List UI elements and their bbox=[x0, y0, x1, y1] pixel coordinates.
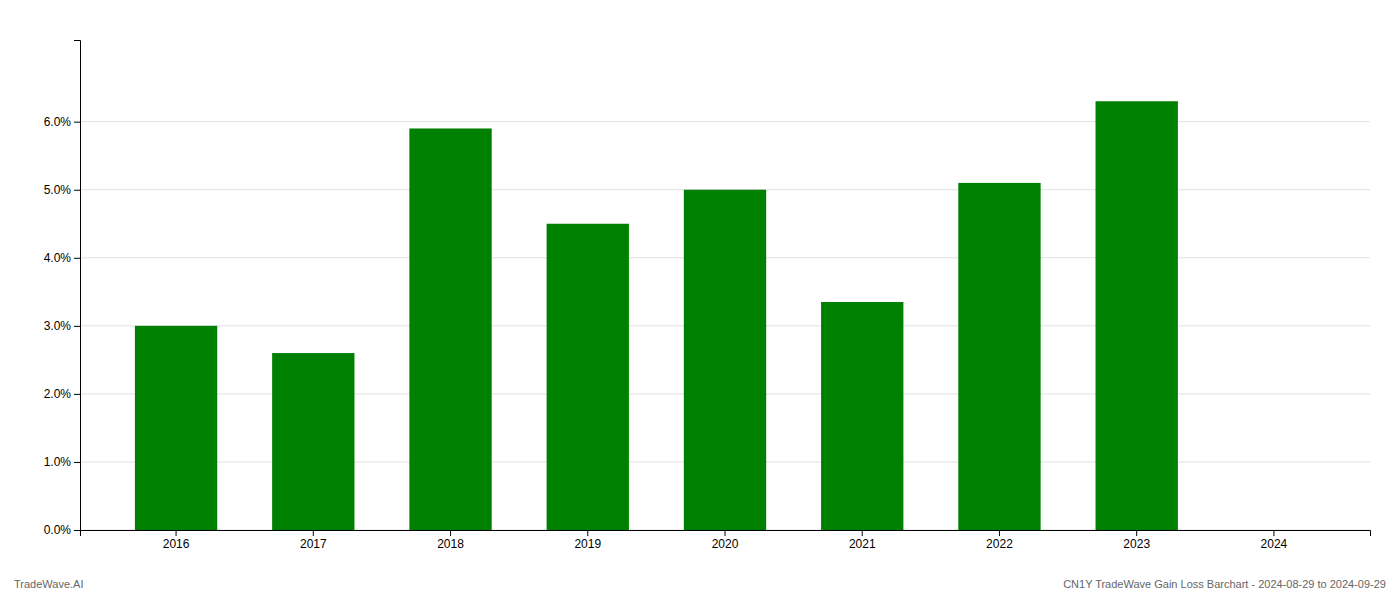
footer: TradeWave.AI CN1Y TradeWave Gain Loss Bar… bbox=[14, 578, 1386, 590]
y-tick-mark bbox=[74, 190, 80, 191]
bar bbox=[409, 128, 491, 530]
y-tick: 1.0% bbox=[44, 455, 80, 469]
bar bbox=[272, 353, 354, 530]
bar bbox=[958, 183, 1040, 530]
bar bbox=[1233, 530, 1315, 531]
x-tick-label: 2017 bbox=[300, 537, 327, 551]
x-tick-mark bbox=[1273, 530, 1274, 536]
bar bbox=[135, 326, 217, 530]
y-tick-mark bbox=[74, 394, 80, 395]
y-tick: 4.0% bbox=[44, 251, 80, 265]
y-tick-mark bbox=[74, 462, 80, 463]
x-tick: 2019 bbox=[574, 530, 601, 551]
y-tick-mark bbox=[74, 258, 80, 259]
bar bbox=[684, 190, 766, 530]
x-tick-label: 2024 bbox=[1261, 537, 1288, 551]
x-tick-mark bbox=[1136, 530, 1137, 536]
footer-text: CN1Y TradeWave Gain Loss Barchart - 2024… bbox=[1063, 578, 1386, 590]
x-tick: 2017 bbox=[300, 530, 327, 551]
footer-text: TradeWave.AI bbox=[14, 578, 84, 590]
bars bbox=[135, 101, 1178, 530]
y-tick-mark bbox=[74, 122, 80, 123]
y-tick-mark bbox=[74, 530, 80, 531]
x-tick-mark bbox=[999, 530, 1000, 536]
x-tick-mark bbox=[725, 530, 726, 536]
bar bbox=[547, 224, 629, 530]
x-axis-line bbox=[81, 531, 1371, 537]
y-tick: 6.0% bbox=[44, 115, 80, 129]
y-tick: 5.0% bbox=[44, 183, 80, 197]
y-tick-label: 6.0% bbox=[44, 115, 72, 129]
x-tick: 2018 bbox=[437, 530, 464, 551]
y-axis: 0.0% 1.0% 2.0% 3.0% 4.0% 5.0% 6.0% bbox=[44, 41, 81, 538]
x-tick-label: 2016 bbox=[163, 537, 190, 551]
x-tick-mark bbox=[587, 530, 588, 536]
x-tick-label: 2023 bbox=[1123, 537, 1150, 551]
plot-area: 0.0% 1.0% 2.0% 3.0% 4.0% 5.0% 6.0% 2016 2017 2018… bbox=[44, 41, 1371, 551]
x-tick: 2020 bbox=[712, 530, 739, 551]
x-tick-mark bbox=[450, 530, 451, 536]
y-tick-mark bbox=[74, 326, 80, 327]
y-tick-label: 2.0% bbox=[44, 387, 72, 401]
x-axis: 2016 2017 2018 2019 2020 2021 2022 2023 2024 bbox=[81, 530, 1371, 551]
x-tick-label: 2019 bbox=[574, 537, 601, 551]
x-tick-mark bbox=[176, 530, 177, 536]
x-tick: 2021 bbox=[849, 530, 876, 551]
x-tick-label: 2022 bbox=[986, 537, 1013, 551]
x-tick-label: 2020 bbox=[712, 537, 739, 551]
y-tick-label: 0.0% bbox=[44, 523, 72, 537]
y-tick: 3.0% bbox=[44, 319, 80, 333]
x-tick-mark bbox=[862, 530, 863, 536]
x-tick-mark bbox=[313, 530, 314, 536]
y-axis-line bbox=[74, 41, 81, 531]
y-tick: 2.0% bbox=[44, 387, 80, 401]
bar bbox=[821, 302, 903, 530]
y-tick-label: 4.0% bbox=[44, 251, 72, 265]
x-tick: 2023 bbox=[1123, 530, 1150, 551]
y-tick: 0.0% bbox=[44, 523, 80, 537]
x-tick-label: 2018 bbox=[437, 537, 464, 551]
chart-container: 0.0% 1.0% 2.0% 3.0% 4.0% 5.0% 6.0% 2016 2017 2018… bbox=[0, 0, 1400, 600]
x-tick: 2016 bbox=[163, 530, 190, 551]
y-tick-label: 3.0% bbox=[44, 319, 72, 333]
x-tick: 2024 bbox=[1261, 530, 1288, 551]
chart-svg: 0.0% 1.0% 2.0% 3.0% 4.0% 5.0% 6.0% 2016 2017 2018… bbox=[0, 0, 1400, 600]
x-tick: 2022 bbox=[986, 530, 1013, 551]
bar bbox=[1096, 101, 1178, 530]
x-tick-label: 2021 bbox=[849, 537, 876, 551]
y-tick-label: 5.0% bbox=[44, 183, 72, 197]
y-tick-label: 1.0% bbox=[44, 455, 72, 469]
